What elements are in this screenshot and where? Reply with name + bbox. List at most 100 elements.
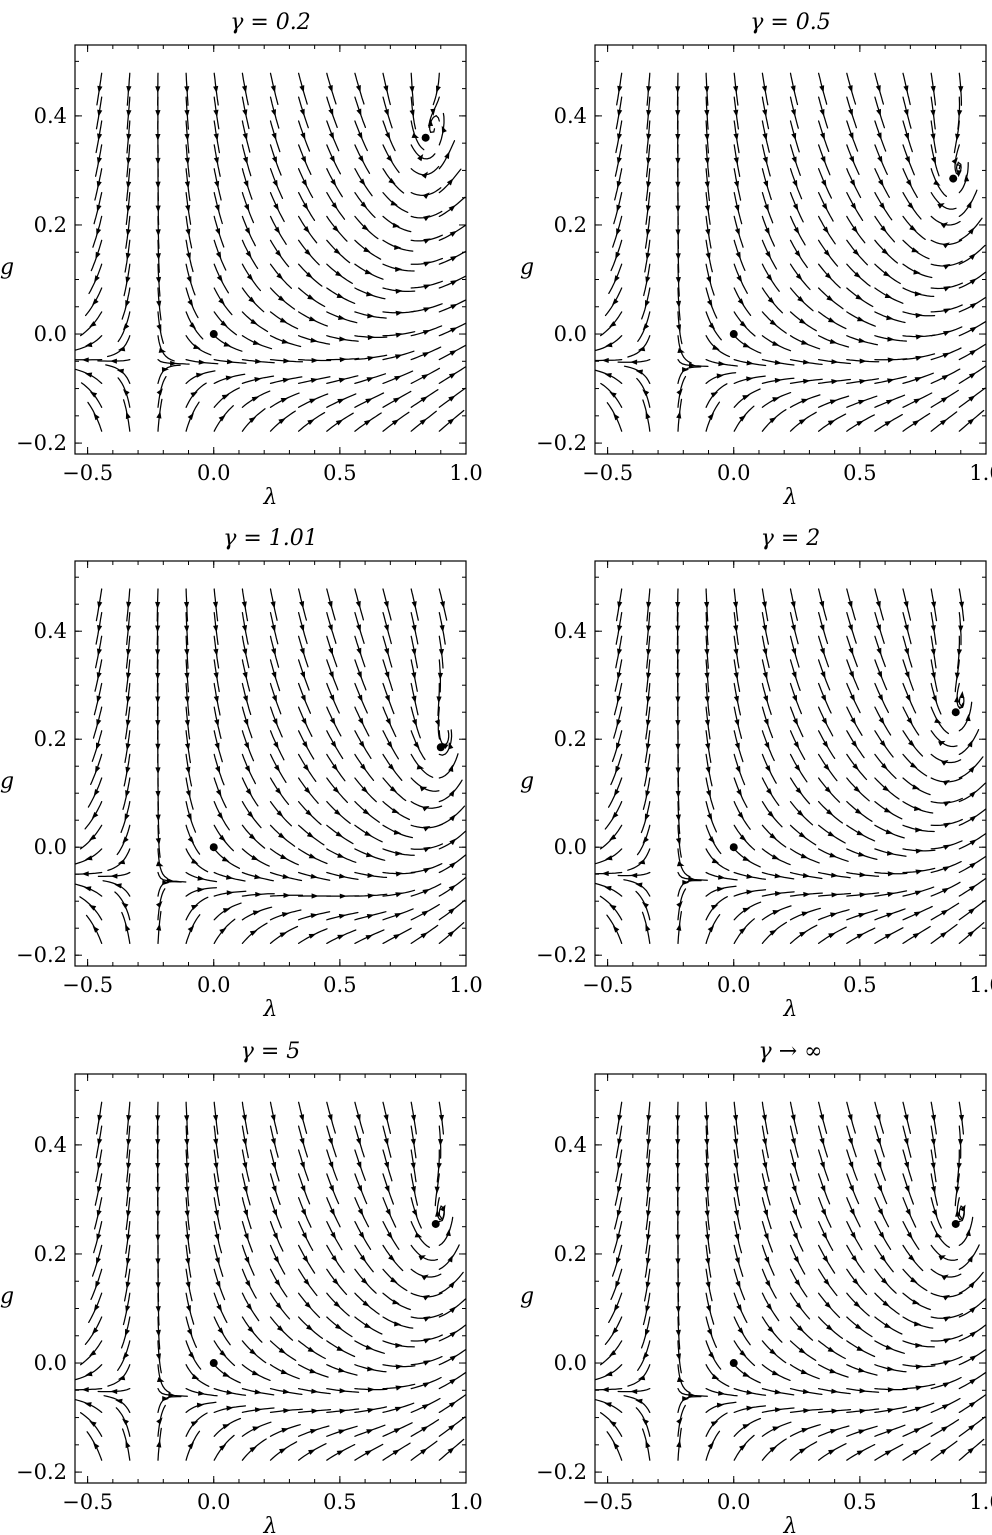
streamline-arrowhead [242, 156, 248, 165]
streamline-arrowhead [386, 1231, 393, 1240]
streamline-arrowhead [803, 1408, 811, 1414]
streamline-arrowhead [335, 270, 343, 277]
fixed-point [729, 843, 738, 852]
streamline-arrowhead [904, 648, 910, 656]
streamline-arrowhead [795, 787, 803, 795]
streamline-arrowhead [821, 179, 827, 188]
streamline-arrowhead [273, 1256, 280, 1264]
x-tick-label: 1.0 [969, 973, 992, 997]
streamline-arrowhead [708, 836, 715, 844]
panel-3: γ = 1.01 −0.5 0.0 0.5 1.0 −0.2 0.0 0.2 0.4 λ g [0, 526, 483, 1022]
streamline-arrowhead [217, 812, 224, 820]
streamline-arrowhead [609, 1350, 617, 1357]
streamline-arrowhead [185, 1305, 191, 1313]
streamline-arrowhead [746, 376, 754, 382]
streamline-arrowhead [772, 909, 780, 915]
streamline-arrowhead [734, 1257, 740, 1265]
streamline-arrowhead [125, 696, 131, 704]
x-tick-label: 1.0 [969, 1490, 992, 1514]
streamline-arrowhead [937, 203, 945, 209]
streamline-arrowhead [742, 395, 750, 401]
streamline-arrowhead [859, 872, 867, 878]
x-axis-label: λ [783, 997, 798, 1022]
streamline-arrowhead [97, 133, 103, 141]
streamline-arrowhead [847, 108, 853, 117]
streamline-arrowhead [735, 251, 741, 260]
streamline-arrowhead [363, 246, 371, 253]
streamline-arrowhead [824, 1301, 832, 1309]
streamline-arrowhead [300, 671, 306, 679]
streamline-arrowhead [448, 907, 456, 915]
streamline-arrowhead [88, 904, 97, 911]
streamline-arrowhead [646, 625, 652, 633]
streamline-arrowhead [394, 375, 402, 382]
streamline-arrowhead [790, 601, 796, 609]
streamline-arrowhead [338, 1429, 346, 1435]
streamline-arrowhead [904, 1161, 910, 1170]
streamline-arrowhead [410, 1138, 416, 1146]
streamlines [595, 588, 986, 945]
streamline-arrowhead [956, 1162, 962, 1170]
streamline-arrowhead [155, 1186, 161, 1194]
streamline-arrowhead [302, 741, 308, 749]
streamline-arrowhead [97, 109, 103, 117]
streamline-arrowhead [300, 155, 307, 164]
streamline-arrowhead [184, 1186, 190, 1194]
streamline-arrowhead [308, 933, 317, 939]
streamline-arrowhead [704, 1186, 710, 1194]
streamline-arrowhead [278, 1347, 287, 1354]
streamline-arrowhead [645, 923, 651, 932]
streamline-arrowhead [184, 86, 190, 94]
streamline-arrowhead [884, 1322, 892, 1329]
streamline-arrowhead [676, 1377, 685, 1383]
streamline-arrowhead [941, 759, 949, 766]
streamline-arrowhead [92, 298, 99, 306]
streamline-arrowhead [774, 359, 782, 366]
streamline [677, 366, 702, 385]
streamline-arrowhead [877, 694, 884, 702]
panel-1: γ = 0.2 −0.5 0.0 0.5 1.0 −0.2 0.0 0.2 0.4 λ g [0, 10, 483, 510]
streamline-arrowhead [355, 600, 361, 609]
streamline-arrowhead [793, 226, 800, 235]
panel-title: γ = 2 [761, 526, 821, 551]
streamline-arrowhead [915, 312, 923, 319]
streamline-arrowhead [704, 648, 710, 657]
streamline-arrowhead [675, 205, 681, 213]
streamline-arrowhead [364, 1322, 372, 1329]
streamline-arrowhead [915, 869, 923, 875]
streamline-arrowhead [243, 1209, 249, 1217]
streamline-arrowhead [335, 419, 344, 426]
streamline-arrowhead [733, 109, 739, 117]
streamline-arrowhead [910, 1277, 918, 1283]
streamline-arrowhead [213, 109, 219, 117]
streamline-arrowhead [876, 1161, 882, 1169]
streamline-arrowhead [357, 717, 364, 726]
streamline-arrowhead [858, 1367, 866, 1373]
streamline-arrowhead [411, 601, 417, 609]
streamline-arrowhead [767, 297, 775, 304]
streamline-arrowhead [717, 886, 725, 892]
streamline [902, 1292, 931, 1311]
streamlines [75, 1101, 466, 1461]
streamline-arrowhead [411, 672, 417, 680]
streamline-arrowhead [411, 718, 417, 727]
streamline-arrowhead [799, 931, 807, 938]
streamline-arrowhead [933, 179, 941, 186]
streamline-arrowhead [96, 648, 102, 656]
streamline-arrowhead [676, 411, 682, 419]
streamline-arrowhead [676, 1440, 682, 1448]
streamline-arrowhead [877, 179, 884, 187]
streamline-arrowhead [616, 1186, 622, 1194]
x-axis-label: λ [783, 1514, 798, 1535]
streamline-arrowhead [333, 1301, 341, 1308]
streamline-arrowhead [969, 302, 977, 309]
streamline-arrowhead [126, 205, 132, 213]
streamline-arrowhead [122, 323, 130, 331]
streamline-arrowhead [790, 1138, 796, 1146]
streamline-arrowhead [327, 85, 333, 93]
streamline [410, 753, 434, 778]
fixed-point [421, 133, 430, 142]
streamline-arrowhead [762, 648, 768, 656]
streamline-arrowhead [395, 266, 403, 273]
y-axis-label: g [0, 1284, 14, 1309]
